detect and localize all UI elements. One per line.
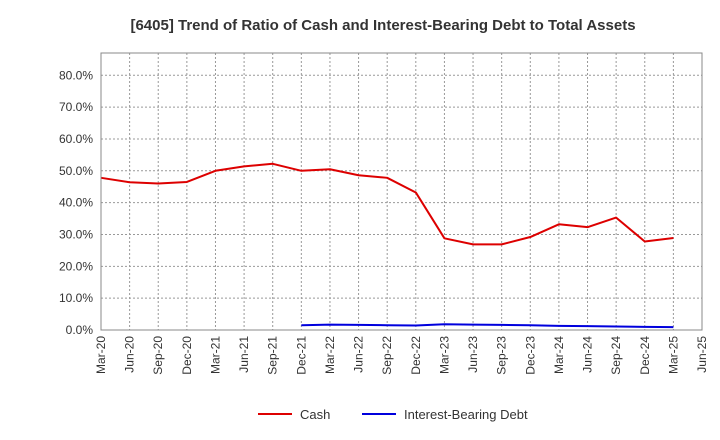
x-tick-label: Sep-22 xyxy=(380,336,394,375)
x-tick-label: Jun-25 xyxy=(695,336,709,373)
x-tick-label: Mar-25 xyxy=(666,336,680,374)
y-tick-label: 40.0% xyxy=(59,196,93,210)
series-line-cash xyxy=(100,162,674,246)
chart-title: [6405] Trend of Ratio of Cash and Intere… xyxy=(130,17,635,34)
y-tick-label: 30.0% xyxy=(59,227,93,241)
x-tick-label: Dec-20 xyxy=(180,336,194,375)
x-tick-label: Jun-24 xyxy=(581,336,595,373)
x-axis: Mar-20 Jun-20 Sep-20 Dec-20 Mar-21 Jun-21 Sep-… xyxy=(94,336,709,375)
legend: Cash Interest-Bearing Debt xyxy=(258,407,528,422)
x-tick-label: Jun-23 xyxy=(466,336,480,373)
plot-border xyxy=(100,52,703,331)
x-tick-label: Jun-22 xyxy=(352,336,366,373)
series-lines xyxy=(100,162,674,329)
x-tick-label: Sep-23 xyxy=(495,336,509,375)
x-tick-label: Dec-21 xyxy=(294,336,308,375)
x-tick-label: Jun-20 xyxy=(123,336,137,373)
y-tick-label: 10.0% xyxy=(59,291,93,305)
y-axis: 0.0% 10.0% 20.0% 30.0% 40.0% 50.0% 60.0% 70.0% 8… xyxy=(59,68,93,337)
y-tick-label: 70.0% xyxy=(59,100,93,114)
legend-label: Cash xyxy=(300,407,330,422)
x-tick-label: Jun-21 xyxy=(237,336,251,373)
x-tick-label: Sep-20 xyxy=(151,336,165,375)
y-tick-label: 0.0% xyxy=(66,323,94,337)
x-tick-label: Mar-21 xyxy=(208,336,222,374)
x-tick-label: Dec-24 xyxy=(638,336,652,375)
x-tick-label: Sep-24 xyxy=(609,336,623,375)
x-tick-label: Dec-23 xyxy=(523,336,537,375)
x-tick-label: Sep-21 xyxy=(266,336,280,375)
x-tick-label: Dec-22 xyxy=(409,336,423,375)
y-tick-label: 60.0% xyxy=(59,132,93,146)
x-tick-label: Mar-23 xyxy=(437,336,451,374)
grid-lines xyxy=(100,53,703,331)
x-tick-label: Mar-20 xyxy=(94,336,108,374)
series-line-interest-bearing-debt xyxy=(301,323,674,329)
x-tick-label: Mar-22 xyxy=(323,336,337,374)
legend-label: Interest-Bearing Debt xyxy=(404,407,528,422)
y-tick-label: 50.0% xyxy=(59,164,93,178)
y-tick-label: 20.0% xyxy=(59,259,93,273)
x-tick-label: Mar-24 xyxy=(552,336,566,374)
y-tick-label: 80.0% xyxy=(59,68,93,82)
